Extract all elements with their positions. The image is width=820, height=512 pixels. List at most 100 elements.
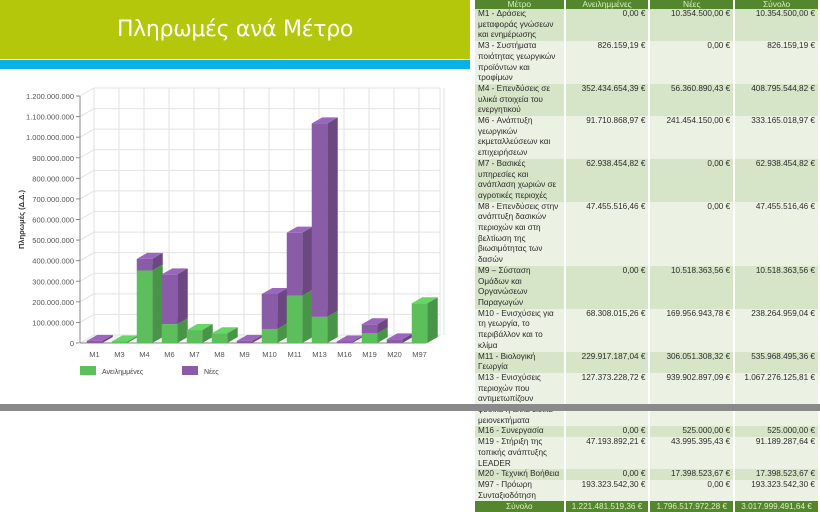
cell-new: 0,00 € — [649, 201, 736, 266]
table-row: M16 - Συνεργασία 0,00 €525.000,00 €525.00… — [475, 426, 820, 438]
cell-new: 0,00 € — [649, 158, 736, 202]
gridline-y-side — [79, 313, 95, 323]
bar-new-m11 — [286, 232, 303, 296]
cell-new: 56.360.890,43 € — [649, 83, 736, 117]
gridline-y-side — [79, 149, 95, 159]
bar-side-m4 — [152, 264, 163, 343]
bar-side-m6 — [177, 318, 188, 343]
total-sum: 3.017.999.491,64 € — [734, 501, 820, 512]
cell-committed: 62.938.454,82 € — [564, 158, 651, 202]
table-row: M20 - Τεχνική Βοήθεια 0,00 €17.398.523,67… — [475, 469, 820, 480]
gridline-y-side — [79, 231, 95, 241]
y-tick-label: 0 — [70, 339, 74, 348]
cell-measure: M11 - Βιολογική Γεωργία — [475, 351, 566, 373]
cell-new: 939.902.897,09 € — [649, 372, 736, 427]
bar-new-m10 — [261, 293, 278, 329]
cell-new: 0,00 € — [649, 479, 736, 502]
gridline-y-side — [79, 128, 95, 138]
y-tick-label: 200.000.000 — [32, 298, 74, 307]
cell-measure: M13 - Ενισχύσεις περιοχών που αντιμετωπί… — [475, 372, 566, 427]
bar-committed-m10 — [261, 328, 278, 343]
header-new: Νέες — [649, 0, 736, 9]
cell-total: 238.264.959,04 € — [734, 308, 820, 352]
cell-measure: M1 - Δράσεις μεταφοράς γνώσεων και ενημέ… — [475, 9, 566, 42]
gridline-y-side — [79, 87, 95, 97]
bar-committed-m13 — [311, 316, 328, 343]
cell-new: 241.454.150,00 € — [649, 116, 736, 159]
bar-side-m13 — [327, 117, 338, 317]
table-row: M8 - Επενδύσεις στην ανάπτυξη δασικών πε… — [475, 201, 820, 266]
total-label: Σύνολο — [475, 501, 566, 512]
total-committed: 1.221.481.519,36 € — [564, 501, 651, 512]
bar-new-m6 — [161, 274, 178, 325]
cell-new: 10.354.500,00 € — [649, 9, 736, 42]
cell-total: 408.795.544,82 € — [734, 83, 820, 117]
cell-total: 525.000,00 € — [734, 426, 820, 438]
cell-committed: 0,00 € — [564, 469, 651, 480]
y-tick-label: 300.000.000 — [32, 277, 74, 286]
header-measure: Μέτρο — [475, 0, 566, 9]
y-tick-label: 500.000.000 — [32, 236, 74, 245]
x-tick-label: M97 — [412, 350, 427, 359]
y-tick-label: 1.200.000.000 — [26, 92, 74, 101]
accent-stripe — [0, 60, 470, 69]
table-row: M10 - Ενισχύσεις για τη γεωργία, το περι… — [475, 308, 820, 352]
bar-side-m20 — [402, 333, 413, 343]
cell-total: 826.159,19 € — [734, 41, 820, 84]
bar-top-m6 — [161, 268, 188, 275]
bar-committed-m4 — [136, 270, 153, 343]
x-tick-label: M7 — [189, 350, 199, 359]
cell-measure: M16 - Συνεργασία — [475, 426, 566, 438]
gridline-y-side — [79, 272, 95, 282]
bar-side-m10 — [277, 287, 288, 329]
cell-committed: 68.308.015,26 € — [564, 308, 651, 352]
payments-chart: 0 100.000.000 200.000.000 300.000.000 400.00… — [0, 70, 460, 400]
y-tick-label: 900.000.000 — [32, 154, 74, 163]
cell-committed: 0,00 € — [564, 9, 651, 42]
cell-total: 17.398.523,67 € — [734, 469, 820, 480]
bar-top-m13 — [311, 117, 338, 124]
cell-new: 43.995.395,43 € — [649, 437, 736, 470]
y-tick-label: 1.000.000.000 — [26, 133, 74, 142]
bar-committed-m6 — [161, 324, 178, 343]
cell-new: 306.051.308,32 € — [649, 351, 736, 373]
bar-committed-m97 — [411, 303, 428, 343]
table-row: M97 - Πρόωρη Συνταξιοδότηση 193.323.542,3… — [475, 479, 820, 502]
cell-measure: M19 - Στήριξη της τοπικής ανάπτυξης LEAD… — [475, 437, 566, 470]
cell-measure: M97 - Πρόωρη Συνταξιοδότηση — [475, 479, 566, 502]
bar-side-m16 — [352, 335, 363, 343]
cell-new: 10.518.363,56 € — [649, 265, 736, 309]
cell-total: 535.968.495,36 € — [734, 351, 820, 373]
bar-side-m3 — [127, 335, 138, 343]
bar-top-m1 — [86, 334, 113, 341]
cell-new: 525.000,00 € — [649, 426, 736, 438]
bar-top-m16 — [336, 335, 363, 342]
cell-committed: 193.323.542,30 € — [564, 479, 651, 502]
bar-new-m19 — [361, 324, 378, 334]
cell-committed: 127.373.228,72 € — [564, 372, 651, 427]
table-row: M11 - Βιολογική Γεωργία 229.917.187,04 €3… — [475, 351, 820, 373]
bar-top-m7 — [186, 324, 213, 331]
cell-committed: 826.159,19 € — [564, 41, 651, 84]
cell-committed: 47.193.892,21 € — [564, 437, 651, 470]
bar-committed-m3 — [111, 341, 128, 343]
cell-total: 333.165.018,97 € — [734, 116, 820, 159]
payments-table-container: Μέτρο Ανειλημμένες Νέες Σύνολο M1 - Δράσ… — [475, 0, 820, 512]
bar-new-m9 — [236, 340, 253, 343]
cell-measure: M4 - Επενδύσεις σε υλικά στοιχεία του εν… — [475, 83, 566, 117]
bar-top-m20 — [386, 333, 413, 340]
x-tick-label: M20 — [387, 350, 402, 359]
bar-side-m11 — [302, 226, 313, 296]
bar-side-m6 — [177, 268, 188, 325]
bar-top-m11 — [286, 226, 313, 233]
gridline-y-side — [79, 293, 95, 303]
table-body: M1 - Δράσεις μεταφοράς γνώσεων και ενημέ… — [475, 9, 820, 502]
payments-table: Μέτρο Ανειλημμένες Νέες Σύνολο M1 - Δράσ… — [475, 0, 820, 512]
table-row: M4 - Επενδύσεις σε υλικά στοιχεία του εν… — [475, 83, 820, 117]
cell-new: 169.956.943,78 € — [649, 308, 736, 352]
bar-top-m10 — [261, 287, 288, 294]
x-tick-label: M4 — [139, 350, 149, 359]
gridline-y-side — [79, 108, 95, 118]
bottom-strip — [0, 404, 820, 411]
x-tick-label: M11 — [287, 350, 301, 359]
